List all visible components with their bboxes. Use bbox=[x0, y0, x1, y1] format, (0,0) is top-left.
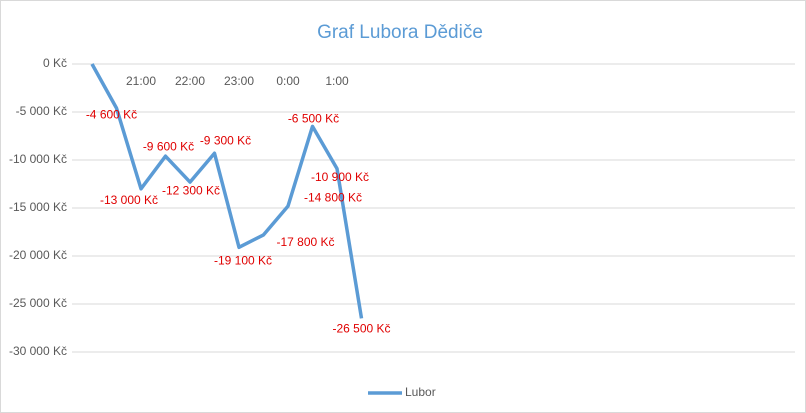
y-tick-label: -25 000 Kč bbox=[9, 296, 67, 310]
data-label: -6 500 Kč bbox=[288, 112, 339, 126]
chart-title: Graf Lubora Dědiče bbox=[317, 22, 483, 43]
x-tick-label: 22:00 bbox=[175, 74, 205, 88]
data-label: -12 300 Kč bbox=[162, 183, 220, 197]
series-line bbox=[90, 63, 364, 319]
y-tick-label: -15 000 Kč bbox=[9, 200, 67, 214]
legend-label: Lubor bbox=[405, 385, 436, 399]
data-label: -4 600 Kč bbox=[86, 107, 137, 121]
x-tick-label: 1:00 bbox=[325, 74, 349, 88]
x-tick-label: 21:00 bbox=[126, 74, 156, 88]
data-label: -10 900 Kč bbox=[311, 170, 369, 184]
data-label: -9 300 Kč bbox=[200, 133, 251, 147]
y-tick-label: 0 Kč bbox=[43, 56, 67, 70]
data-label: -13 000 Kč bbox=[100, 193, 158, 207]
y-tick-label: -10 000 Kč bbox=[9, 152, 67, 166]
y-tick-label: -5 000 Kč bbox=[16, 104, 67, 118]
x-tick-label: 0:00 bbox=[276, 74, 300, 88]
y-tick-label: -20 000 Kč bbox=[9, 248, 67, 262]
data-label: -9 600 Kč bbox=[143, 139, 194, 153]
data-label: -19 100 Kč bbox=[214, 254, 272, 268]
data-label: -17 800 Kč bbox=[276, 235, 334, 249]
data-label: -26 500 Kč bbox=[332, 322, 390, 336]
y-tick-label: -30 000 Kč bbox=[9, 344, 67, 358]
x-tick-label: 23:00 bbox=[224, 74, 254, 88]
data-label: -14 800 Kč bbox=[304, 190, 362, 204]
